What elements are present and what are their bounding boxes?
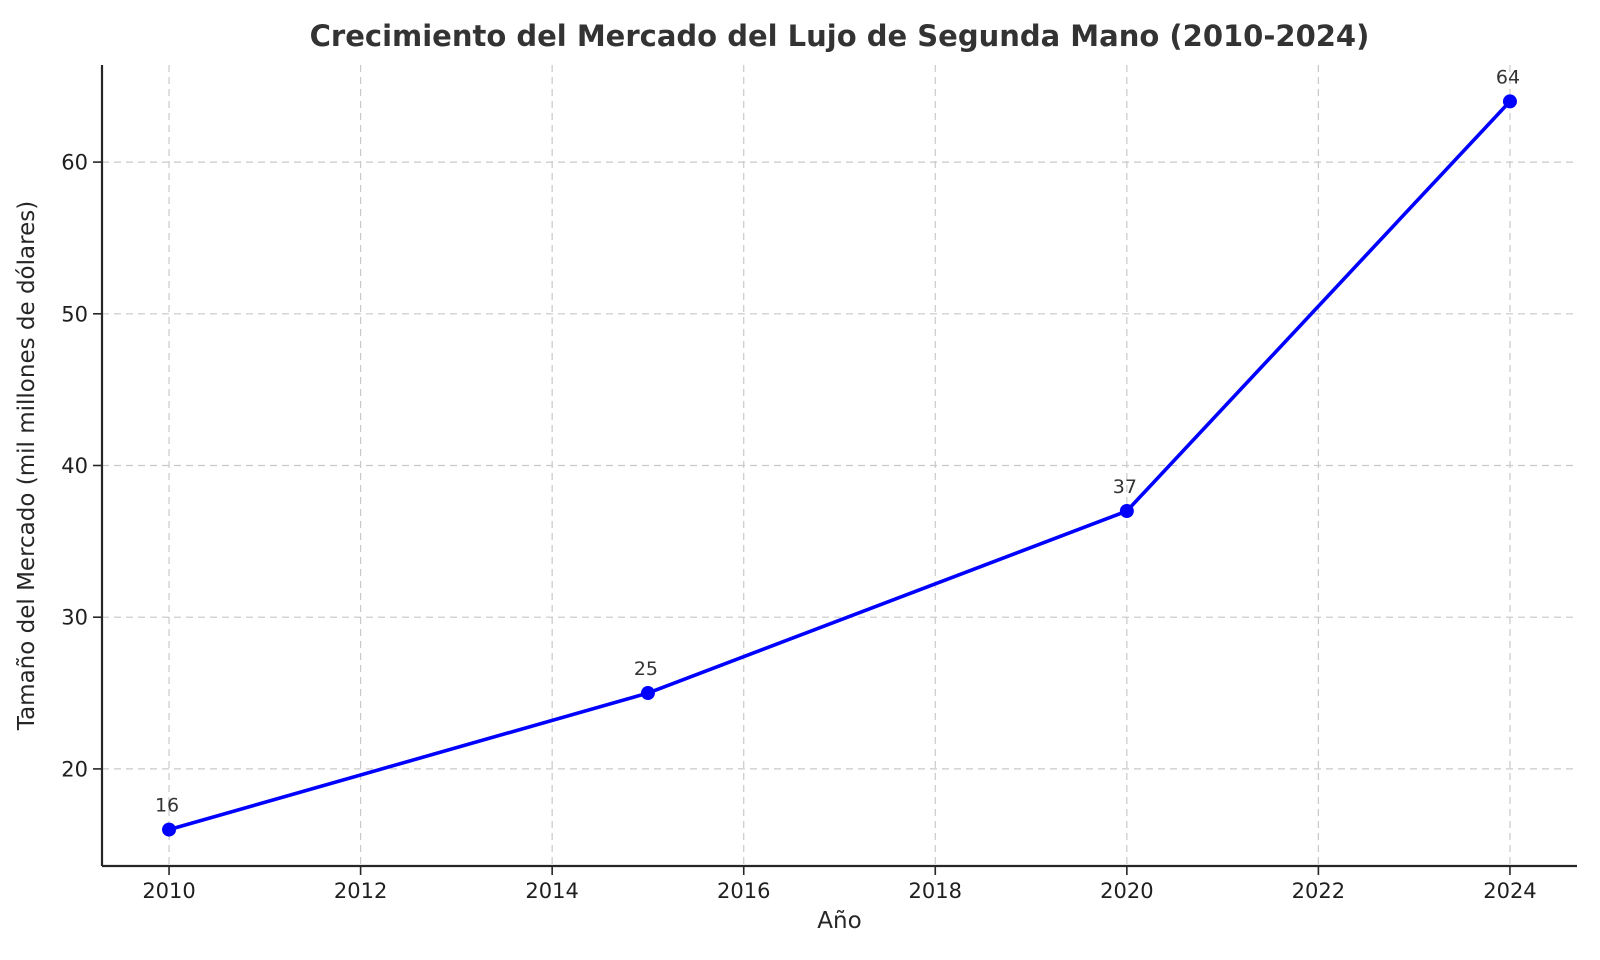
x-tick-label: 2012 — [334, 879, 387, 903]
x-tick-label: 2018 — [909, 879, 962, 903]
data-point-marker — [1119, 504, 1134, 519]
annotation-layer: 16 25 37 64 — [155, 66, 1520, 816]
data-point-label: 25 — [634, 658, 658, 680]
y-axis-label: Tamaño del Mercado (mil millones de dóla… — [14, 201, 40, 731]
y-tick-label: 40 — [61, 454, 88, 478]
x-tick-label: 2020 — [1100, 879, 1153, 903]
data-point-marker — [640, 686, 655, 701]
y-tick-label: 20 — [61, 757, 88, 781]
data-point-marker — [1502, 94, 1517, 109]
chart-title: Crecimiento del Mercado del Lujo de Segu… — [310, 19, 1370, 53]
data-point-label: 64 — [1496, 66, 1520, 88]
x-tick-label: 2016 — [717, 879, 770, 903]
data-point-label: 16 — [155, 795, 179, 817]
data-point-label: 37 — [1113, 476, 1137, 498]
y-tick-label: 30 — [61, 606, 88, 630]
x-tick-label: 2010 — [142, 879, 195, 903]
data-point-marker — [162, 822, 177, 837]
x-tick-label: 2024 — [1483, 879, 1536, 903]
x-tick-label: 2022 — [1292, 879, 1345, 903]
x-tick-label: 2014 — [525, 879, 578, 903]
grid-layer — [102, 65, 1577, 866]
axis-layer: 2010 2012 2014 2016 2018 2020 2022 2024 20 30 40 50… — [61, 65, 1577, 903]
data-series-layer — [162, 94, 1517, 837]
x-axis-label: Año — [817, 908, 861, 934]
series-line — [167, 99, 1512, 832]
y-tick-label: 60 — [61, 151, 88, 175]
y-tick-label: 50 — [61, 302, 88, 326]
